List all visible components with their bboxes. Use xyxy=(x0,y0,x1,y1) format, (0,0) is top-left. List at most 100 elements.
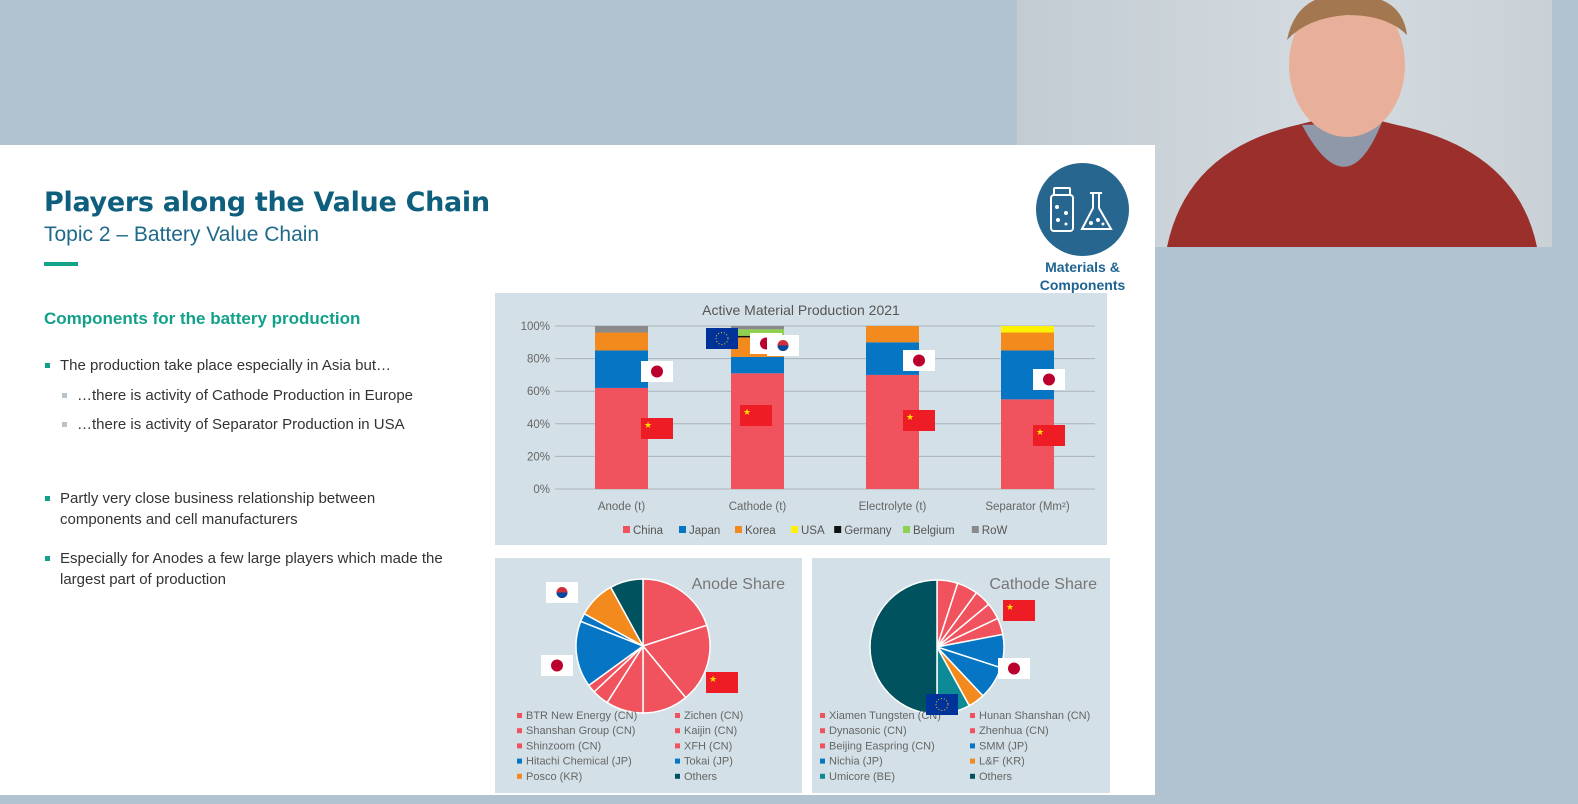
legend-label: Others xyxy=(684,771,718,783)
y-tick-label: 100% xyxy=(521,321,550,333)
x-tick-label: Cathode (t) xyxy=(729,501,787,513)
legend-swatch xyxy=(970,728,975,734)
bar-segment-usa xyxy=(1001,326,1054,333)
anode-share-pie-chart: Anode Share BTR New Energy (CN) Zichen (CN… xyxy=(517,576,785,783)
legend-swatch xyxy=(675,773,680,779)
legend-swatch xyxy=(675,713,680,718)
bullet-text: Partly very close business relationship … xyxy=(60,490,376,507)
jar-and-flask-icon xyxy=(1050,187,1113,232)
legend-swatch xyxy=(517,728,522,734)
bar-segment-korea xyxy=(866,326,919,343)
materials-badge xyxy=(1036,163,1129,256)
bullet-text: The production take place especially in … xyxy=(60,357,392,374)
legend-swatch xyxy=(735,526,742,533)
legend-label: L&F (KR) xyxy=(979,756,1025,768)
legend-label: Zichen (CN) xyxy=(684,710,743,722)
eu-flag-icon xyxy=(706,328,738,349)
legend-swatch xyxy=(675,728,680,734)
sub-bullet-item: …there is activity of Separator Producti… xyxy=(62,414,405,435)
japan-flag-icon xyxy=(1033,369,1065,390)
legend-label: USA xyxy=(801,525,825,537)
legend-swatch xyxy=(820,758,825,764)
legend-label: XFH (CN) xyxy=(684,740,732,752)
flag-star: ★ xyxy=(1036,427,1044,437)
cathode-pie-panel: Cathode Share Xiamen Tungsten (CN) Hunan S… xyxy=(812,558,1110,793)
flag-disc xyxy=(913,354,925,367)
bullet-text: …there is activity of Cathode Production… xyxy=(77,387,414,404)
bullet-text: largest part of production xyxy=(60,571,226,588)
section-heading: Components for the battery production xyxy=(44,309,361,328)
legend-swatch xyxy=(623,526,630,533)
korea-flag-icon xyxy=(546,582,578,603)
y-tick-label: 40% xyxy=(527,419,550,431)
bar-segment-china xyxy=(731,373,784,489)
bar-chart-panel: Active Material Production 2021 0% 20% 40% 6… xyxy=(495,293,1107,545)
bullet-item: Especially for Anodes a few large player… xyxy=(45,548,443,590)
anode-pie-panel: Anode Share BTR New Energy (CN) Zichen (CN… xyxy=(495,558,802,793)
legend-swatch xyxy=(517,713,522,718)
legend-label: Tokai (JP) xyxy=(684,756,733,768)
legend-swatch xyxy=(517,743,522,749)
china-flag-icon: ★ xyxy=(740,405,772,426)
badge-label: Materials & Components xyxy=(1020,258,1145,294)
legend-swatch xyxy=(970,743,975,749)
flag-stars xyxy=(935,698,949,711)
cathode-share-pie-chart: Cathode Share Xiamen Tungsten (CN) Hunan S… xyxy=(820,576,1097,783)
flag-field xyxy=(641,418,673,439)
bar-segment-row xyxy=(595,326,648,333)
legend-label: Shinzoom (CN) xyxy=(526,740,601,752)
china-flag-icon: ★ xyxy=(903,410,935,431)
japan-flag-icon xyxy=(998,658,1030,679)
pie-slice xyxy=(575,620,645,687)
x-tick-label: Anode (t) xyxy=(598,501,645,513)
bullet-text: components and cell manufacturers xyxy=(60,511,298,528)
legend-label: Beijing Easpring (CN) xyxy=(829,740,935,752)
legend-label: Umicore (BE) xyxy=(829,771,895,783)
legend-label: Posco (KR) xyxy=(526,771,582,783)
presenter-video xyxy=(1167,0,1537,247)
legend-label: Kaijin (CN) xyxy=(684,725,737,737)
china-flag-icon: ★ xyxy=(1033,425,1065,446)
y-tick-label: 80% xyxy=(527,354,550,366)
title-underline xyxy=(44,262,78,266)
x-tick-label: Electrolyte (t) xyxy=(859,501,927,513)
flag-disc xyxy=(551,659,563,672)
legend-swatch xyxy=(517,773,522,779)
flag-field xyxy=(903,410,935,431)
legend-swatch xyxy=(791,526,798,533)
flag-field xyxy=(706,328,738,349)
flag-star: ★ xyxy=(743,407,751,417)
pie-slice xyxy=(642,578,708,648)
legend-swatch xyxy=(820,743,825,749)
y-tick-label: 0% xyxy=(533,484,550,496)
bar-segment-china xyxy=(866,374,919,489)
flag-disc xyxy=(1008,662,1020,675)
bullet-item: The production take place especially in … xyxy=(45,355,392,376)
flag-disc xyxy=(1043,373,1055,386)
slide-subtitle: Topic 2 – Battery Value Chain xyxy=(44,223,320,246)
legend-swatch xyxy=(675,758,680,764)
legend-swatch xyxy=(820,728,825,734)
legend-swatch xyxy=(820,713,825,718)
japan-flag-icon xyxy=(641,361,673,382)
bullet-text: …there is activity of Separator Producti… xyxy=(77,416,405,433)
legend-label: Hitachi Chemical (JP) xyxy=(526,756,632,768)
pie-title: Cathode Share xyxy=(989,576,1097,593)
bar-segment-korea xyxy=(1001,332,1054,351)
legend-label: China xyxy=(633,525,664,537)
badge-label-line: Materials & xyxy=(1045,259,1120,275)
y-tick-label: 20% xyxy=(527,451,550,463)
legend-label: Hunan Shanshan (CN) xyxy=(979,710,1090,722)
legend-label: BTR New Energy (CN) xyxy=(526,710,637,722)
legend-label: Dynasonic (CN) xyxy=(829,725,907,737)
legend-label: Germany xyxy=(844,525,892,537)
slide: Players along the Value Chain Topic 2 – … xyxy=(0,145,1155,795)
pie-slice xyxy=(641,624,711,699)
sub-bullet-item: …there is activity of Cathode Production… xyxy=(62,385,414,406)
japan-flag-icon xyxy=(903,350,935,371)
flag-field xyxy=(926,694,958,715)
legend-label: Zhenhua (CN) xyxy=(979,725,1049,737)
legend-label: Shanshan Group (CN) xyxy=(526,725,635,737)
bar-segment-korea xyxy=(595,332,648,351)
bar-segment-belgium xyxy=(731,329,784,336)
